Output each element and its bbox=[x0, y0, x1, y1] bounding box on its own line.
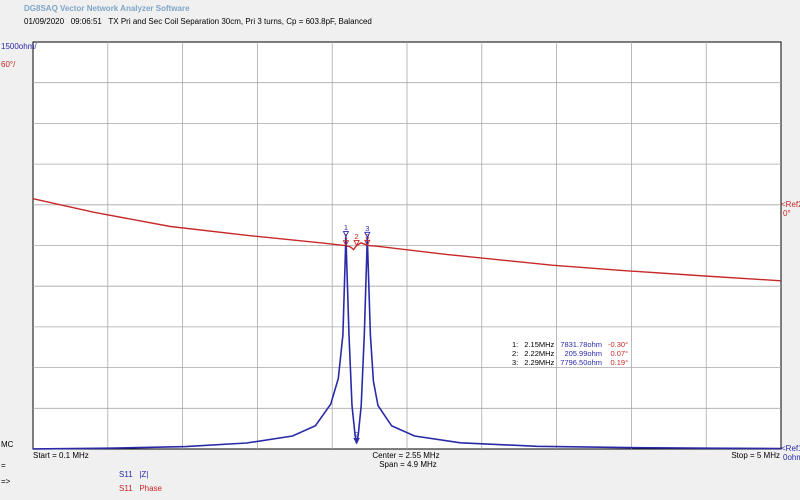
marker-triangle bbox=[353, 437, 360, 445]
legend-name: |Z| bbox=[139, 470, 149, 479]
marker-id: 3: bbox=[512, 358, 519, 367]
measurement-info: 01/09/2020 09:06:51 TX Pri and Sec Coil … bbox=[24, 17, 372, 26]
span-frequency: Span = 4.9 MHz bbox=[379, 460, 437, 469]
marker-number: 1 bbox=[344, 223, 348, 232]
left-scale-phase: 60°/ bbox=[1, 60, 16, 69]
legend-row-phase[interactable]: S11 Phase bbox=[119, 484, 162, 493]
impedance-marker: 3 bbox=[364, 224, 371, 239]
legend-row-magnitude[interactable]: S11 |Z| bbox=[119, 470, 148, 479]
impedance-markers: 123 bbox=[342, 223, 371, 445]
marker-magnitude: 205.99ohm bbox=[564, 349, 602, 358]
impedance-marker: 1 bbox=[342, 223, 350, 238]
marker-frequency: 2.29MHz bbox=[524, 358, 555, 367]
right-ref1-label: <Ref1 bbox=[781, 444, 800, 453]
marker-row: 3: 2.29MHz 7796.50ohm 0.19° bbox=[509, 358, 631, 367]
marker-triangle bbox=[364, 239, 371, 247]
marker-frequency: 2.22MHz bbox=[524, 349, 555, 358]
left-scale-bottom: MC bbox=[1, 440, 14, 449]
ref2-text: Ref2 bbox=[786, 200, 800, 209]
legend-param: S11 bbox=[119, 484, 133, 493]
impedance-marker: 2 bbox=[353, 430, 360, 445]
left-scale-magnitude: 1500ohm/ bbox=[1, 42, 37, 51]
marker-id: 1: bbox=[512, 340, 519, 349]
grid bbox=[33, 42, 781, 449]
marker-phase: -0.30° bbox=[607, 340, 629, 349]
legend-param: S11 bbox=[119, 470, 133, 479]
start-frequency: Start = 0.1 MHz bbox=[33, 451, 89, 460]
stop-frequency: Stop = 5 MHz bbox=[731, 451, 780, 460]
measurement-description: TX Pri and Sec Coil Separation 30cm, Pri… bbox=[108, 17, 372, 26]
marker-triangle bbox=[342, 240, 350, 247]
right-ref2-value: 0° bbox=[783, 209, 791, 218]
center-frequency: Center = 2.55 MHz bbox=[372, 451, 439, 460]
phase-marker: 2 bbox=[353, 232, 360, 247]
marker-magnitude: 7831.78ohm bbox=[560, 340, 602, 349]
side-symbol-2: => bbox=[1, 477, 11, 486]
marker-id: 2: bbox=[512, 349, 519, 358]
marker-number: 3 bbox=[365, 224, 369, 233]
measurement-time: 09:06:51 bbox=[70, 17, 102, 26]
marker-readout: 1: 2.15MHz 7831.78ohm -0.30° 2: 2.22MHz … bbox=[509, 340, 631, 367]
impedance-trace bbox=[32, 236, 782, 450]
marker-phase: 0.19° bbox=[610, 358, 629, 367]
marker-number: 2 bbox=[355, 232, 359, 241]
marker-triangle bbox=[353, 240, 360, 247]
marker-number: 2 bbox=[355, 430, 359, 439]
marker-magnitude: 7796.50ohm bbox=[560, 358, 602, 367]
marker-triangle bbox=[364, 231, 371, 239]
ref1-text: Ref1 bbox=[786, 444, 800, 453]
legend-name: Phase bbox=[139, 484, 162, 493]
side-symbol-1: = bbox=[1, 461, 6, 470]
marker-triangle bbox=[342, 231, 350, 238]
marker-phase: 0.07° bbox=[610, 349, 629, 358]
measurement-date: 01/09/2020 bbox=[24, 17, 65, 26]
marker-row: 1: 2.15MHz 7831.78ohm -0.30° bbox=[509, 340, 631, 349]
marker-row: 2: 2.22MHz 205.99ohm 0.07° bbox=[509, 349, 631, 358]
right-ref1-value: 0ohm bbox=[783, 453, 800, 462]
right-ref2-label: <Ref2 bbox=[781, 200, 800, 209]
app-title: DG8SAQ Vector Network Analyzer Software bbox=[24, 4, 190, 13]
marker-frequency: 2.15MHz bbox=[524, 340, 555, 349]
